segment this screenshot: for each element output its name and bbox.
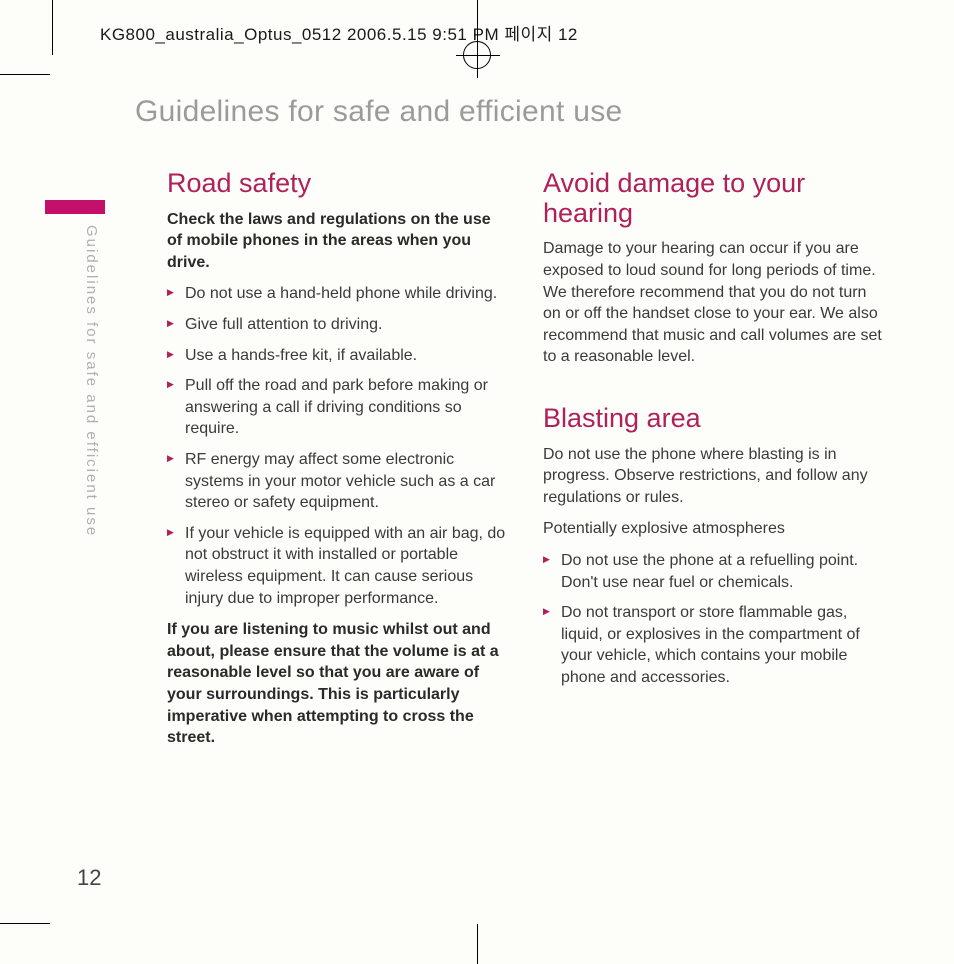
heading-hearing: Avoid damage to your hearing [543,169,883,228]
section-blasting: Blasting area Do not use the phone where… [543,404,883,689]
page-title: Guidelines for safe and efficient use [135,95,915,129]
crop-mark-bottom [477,924,478,964]
list-item: Pull off the road and park before making… [167,375,507,440]
list-item: Do not transport or store flammable gas,… [543,602,883,688]
left-column: Road safety Check the laws and regulatio… [167,169,507,785]
blasting-body-1: Do not use the phone where blasting is i… [543,444,883,509]
heading-road-safety: Road safety [167,169,507,199]
list-item: RF energy may affect some electronic sys… [167,449,507,514]
right-column: Avoid damage to your hearing Damage to y… [543,169,883,785]
hearing-body: Damage to your hearing can occur if you … [543,238,883,368]
page-content: Guidelines for safe and efficient use Gu… [85,95,915,785]
trim-mark [0,74,50,75]
section-hearing: Avoid damage to your hearing Damage to y… [543,169,883,368]
road-safety-lead: Check the laws and regulations on the us… [167,209,507,274]
page-number: 12 [77,865,101,891]
heading-blasting: Blasting area [543,404,883,434]
list-item: Do not use the phone at a refuelling poi… [543,550,883,593]
print-header-stamp: KG800_australia_Optus_0512 2006.5.15 9:5… [100,20,578,45]
accent-bar [45,200,105,214]
registration-mark-icon [463,41,491,69]
blasting-body-2: Potentially explosive atmospheres [543,518,883,540]
section-road-safety: Road safety Check the laws and regulatio… [167,169,507,749]
list-item: Use a hands-free kit, if available. [167,345,507,367]
list-item: If your vehicle is equipped with an air … [167,523,507,609]
list-item: Give full attention to driving. [167,314,507,336]
list-item: Do not use a hand-held phone while drivi… [167,283,507,305]
side-running-head: Guidelines for safe and efficient use [83,225,100,537]
road-safety-footer: If you are listening to music whilst out… [167,619,507,749]
blasting-list: Do not use the phone at a refuelling poi… [543,550,883,689]
trim-mark [52,0,53,55]
road-safety-list: Do not use a hand-held phone while drivi… [167,283,507,609]
trim-mark [0,923,50,924]
